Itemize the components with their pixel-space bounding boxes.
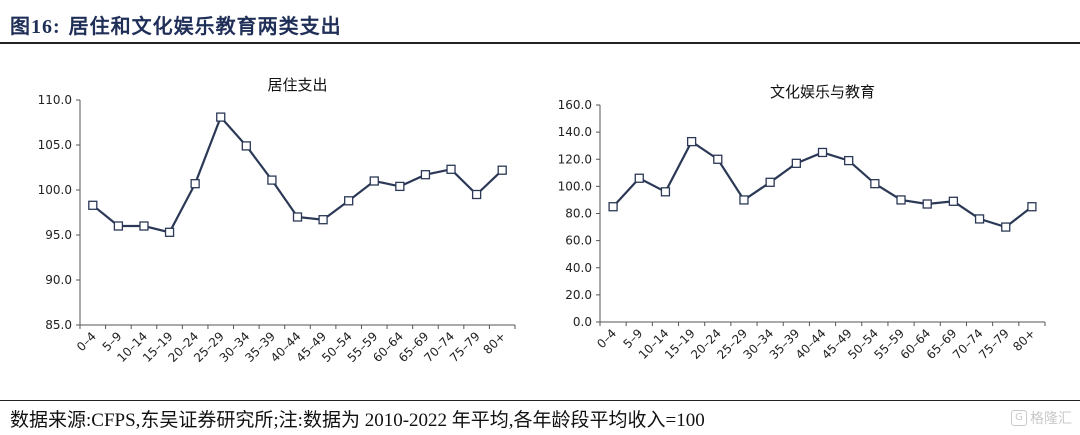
figure-title-text: 居住和文化娱乐教育两类支出	[68, 14, 342, 38]
data-point	[817, 147, 828, 158]
figure-label: 图16:	[10, 16, 61, 38]
chart-title: 居住支出	[267, 76, 327, 94]
y-tick-label: 60.0	[565, 234, 592, 248]
data-point	[113, 221, 124, 231]
chart-title: 文化娱乐与教育	[770, 83, 875, 101]
y-tick-label: 85.0	[45, 318, 72, 332]
y-tick-label: 95.0	[45, 228, 72, 242]
data-point	[139, 221, 149, 231]
data-point	[844, 155, 854, 166]
data-point	[164, 227, 175, 237]
y-tick-label: 160.0	[558, 98, 592, 112]
x-tick-label: 75–79	[976, 326, 1012, 362]
y-tick-label: 80.0	[565, 207, 592, 221]
data-point	[395, 181, 405, 192]
data-point	[1001, 222, 1011, 232]
data-point	[88, 200, 98, 210]
data-point	[292, 212, 303, 222]
y-tick-label: 110.0	[38, 93, 72, 107]
data-point	[922, 199, 932, 209]
data-point	[344, 196, 354, 206]
data-point	[896, 195, 906, 205]
source-note: 数据来源:CFPS,东吴证券研究所;注:数据为 2010-2022 年平均,各年…	[10, 410, 705, 431]
y-tick-label: 40.0	[565, 261, 592, 275]
data-point	[369, 176, 379, 186]
y-tick-label: 20.0	[565, 288, 592, 302]
chart-culture-education: 文化娱乐与教育 0.0 20.0 40.0 60.0 80.0 100.0 120.0 140.…	[558, 83, 1046, 362]
data-point	[446, 164, 456, 174]
watermark-logo-icon: G	[1011, 410, 1027, 426]
y-tick-label: 120.0	[558, 152, 592, 166]
top-divider	[0, 42, 1080, 44]
y-tick-label: 100.0	[38, 183, 72, 197]
data-point	[318, 215, 328, 225]
data-point	[791, 158, 801, 168]
y-tick-label: 100.0	[558, 179, 592, 193]
data-point	[948, 196, 959, 206]
data-point	[870, 179, 880, 189]
watermark-text: 格隆汇	[1030, 411, 1072, 427]
figure-title: 图16: 居住和文化娱乐教育两类支出	[10, 10, 342, 39]
x-tick-label: 80+	[481, 329, 509, 357]
data-point	[713, 154, 723, 164]
data-point	[686, 136, 697, 147]
watermark: G 格隆汇	[1011, 408, 1072, 428]
y-tick-label: 140.0	[558, 125, 592, 139]
data-point	[190, 179, 200, 189]
data-point	[765, 177, 775, 187]
x-tick-label: 0–4	[594, 326, 619, 351]
data-point	[241, 141, 251, 151]
data-point	[216, 112, 226, 122]
data-point	[974, 214, 985, 224]
data-point	[497, 165, 507, 175]
data-point	[420, 170, 431, 180]
bottom-divider	[0, 400, 1080, 401]
data-point	[471, 189, 482, 200]
y-tick-label: 0.0	[573, 315, 592, 329]
data-point	[1027, 202, 1037, 212]
data-point	[267, 175, 277, 185]
data-point	[608, 202, 618, 212]
y-tick-label: 105.0	[38, 138, 72, 152]
data-point	[739, 195, 749, 205]
y-tick-label: 90.0	[45, 273, 72, 287]
data-point	[634, 173, 644, 183]
x-tick-label: 80+	[1010, 326, 1038, 354]
data-point	[660, 187, 671, 197]
x-tick-label: 0–4	[74, 329, 99, 354]
